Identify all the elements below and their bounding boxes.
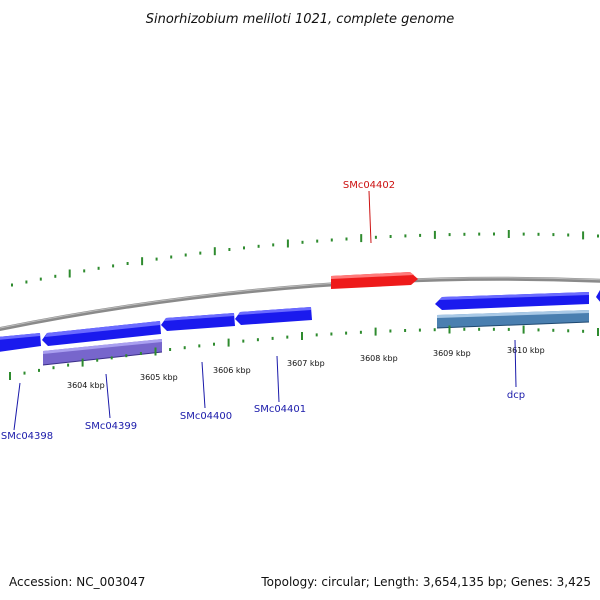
gene-smc04401[interactable] <box>235 307 312 325</box>
genome-backbone <box>0 276 600 332</box>
leader-smc04398 <box>13 382 21 431</box>
gene-smc04402[interactable] <box>331 272 418 289</box>
gene-label-smc04398[interactable]: SMc04398 <box>1 431 53 442</box>
leader-smc04401 <box>276 355 280 403</box>
scale-label-3609: 3609 kbp <box>433 349 471 358</box>
accession-text: Accession: NC_003047 <box>9 575 145 589</box>
genome-backbone-highlight <box>0 277 600 329</box>
scale-label-3605: 3605 kbp <box>140 373 178 382</box>
scale-label-3607: 3607 kbp <box>287 359 325 368</box>
gene-label-smc04402[interactable]: SMc04402 <box>343 180 395 191</box>
gene-label-smc04401[interactable]: SMc04401 <box>254 404 306 415</box>
genome-summary-text: Topology: circular; Length: 3,654,135 bp… <box>260 575 591 589</box>
gene-label-smc04400[interactable]: SMc04400 <box>180 411 232 422</box>
genome-title: Sinorhizobium meliloti 1021, complete ge… <box>146 12 455 27</box>
gene-next-edge[interactable] <box>596 290 600 303</box>
scale-label-3604: 3604 kbp <box>67 381 105 390</box>
gene-label-dcp[interactable]: dcp <box>507 390 525 401</box>
feature-purple <box>42 339 163 366</box>
scale-label-3606: 3606 kbp <box>213 366 251 375</box>
scale-label-3608: 3608 kbp <box>360 354 398 363</box>
scale-label-3610: 3610 kbp <box>507 346 545 355</box>
gene-smc04399[interactable] <box>42 321 161 346</box>
leader-dcp <box>514 339 517 388</box>
upper-tick-row <box>11 230 599 287</box>
gene-smc04400[interactable] <box>161 313 235 331</box>
gene-dcp[interactable] <box>435 292 589 310</box>
gene-label-smc04399[interactable]: SMc04399 <box>85 421 137 432</box>
gene-smc04398[interactable] <box>0 333 41 352</box>
feature-steel <box>436 310 590 329</box>
leader-smc04399 <box>105 373 111 419</box>
leader-smc04402 <box>368 190 372 244</box>
lower-tick-row <box>9 325 599 380</box>
leader-smc04400 <box>201 361 206 409</box>
